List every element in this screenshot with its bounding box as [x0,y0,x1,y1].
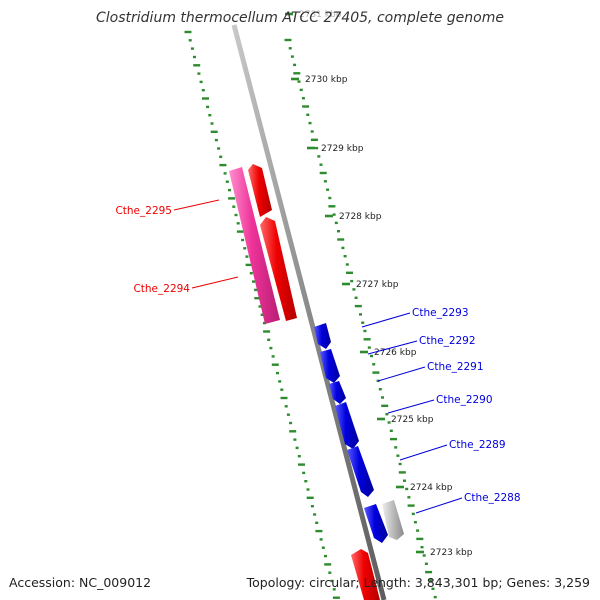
tick-label: 2729 kbp [321,144,364,154]
genome-backbone [231,24,387,600]
gene-leader-line [387,399,435,414]
ruler-dots-right [284,38,437,599]
ruler-dots-left [184,30,340,599]
gene-leader-line [367,340,418,355]
gene-leader-line [415,497,463,514]
gene-cthe-2295-cds[interactable] [229,167,280,324]
gene-cthe-2294-feature[interactable] [260,217,297,321]
gene-label-cthe-2289[interactable]: Cthe_2289 [449,439,506,451]
gene-label-cthe-2290[interactable]: Cthe_2290 [436,394,493,406]
tick-label: 2723 kbp [430,548,473,558]
gene-label-cthe-2293[interactable]: Cthe_2293 [412,307,469,319]
gene-leader-line [399,444,448,461]
gene-label-cthe-2295[interactable]: Cthe_2295 [115,205,172,217]
tick-label: 2727 kbp [356,280,399,290]
gene-cthe-2292-feature[interactable] [320,349,340,383]
tick-label: 2730 kbp [305,75,348,85]
gene-leader-line [361,312,411,328]
tick-label: 2728 kbp [339,212,382,222]
tick-label: 2725 kbp [391,415,434,425]
next-forward-feature[interactable] [351,549,380,600]
gene-label-cthe-2291[interactable]: Cthe_2291 [427,361,484,373]
map-title: Clostridium thermocellum ATCC 27405, com… [96,10,504,26]
gene-cthe-2289-feature[interactable] [347,446,374,497]
gene-label-cthe-2288[interactable]: Cthe_2288 [464,492,521,504]
gene-cthe-2295-feature[interactable] [248,164,272,217]
gene-cthe-2288-feature[interactable] [364,504,388,543]
gene-leader-line [191,276,239,289]
tick-label: 2724 kbp [410,483,453,493]
tick-label: 2726 kbp [374,348,417,358]
gene-labels: Cthe_2295 Cthe_2294 Cthe_2293 Cthe_2292 Cthe… [115,199,521,514]
gene-label-cthe-2292[interactable]: Cthe_2292 [419,335,476,347]
gene-leader-line [173,199,220,211]
ruler-major-ticks [285,12,424,554]
gene-label-cthe-2294[interactable]: Cthe_2294 [133,283,190,295]
gene-leader-line [377,366,426,382]
gene-cthe-2291-feature[interactable] [329,381,346,404]
gene-cthe-2293-feature[interactable] [314,323,331,349]
gray-feature[interactable] [382,500,404,540]
tick-label: 2731 kbp [299,10,342,20]
genome-summary-text: Topology: circular; Length: 3,843,301 bp… [246,575,590,590]
gene-features [229,164,404,600]
accession-text: Accession: NC_009012 [9,575,152,590]
ruler-tick-labels: 2731 kbp 2730 kbp 2729 kbp 2728 kbp 2727 kbp… [299,10,473,558]
gene-cthe-2290-feature[interactable] [335,402,359,449]
